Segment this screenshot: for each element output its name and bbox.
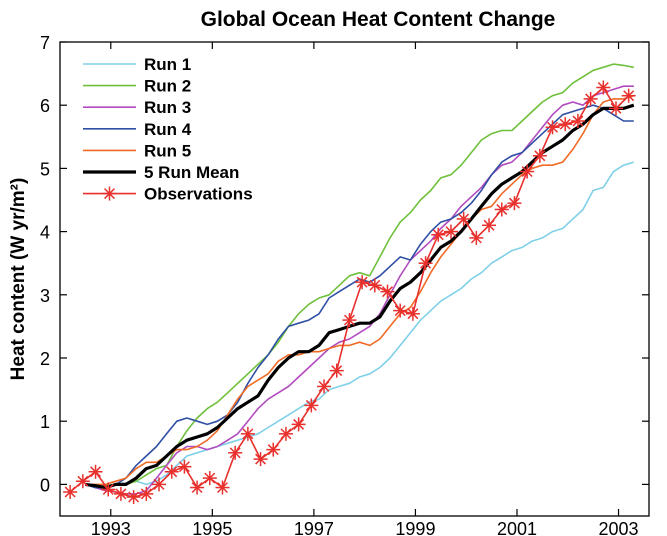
data-point-observations (520, 164, 535, 179)
data-point-observations (532, 148, 547, 163)
data-point-observations (139, 486, 154, 501)
data-point-observations (507, 196, 522, 211)
data-point-observations (608, 101, 623, 116)
legend-marker (102, 186, 117, 201)
data-point-observations (367, 278, 382, 293)
data-point-observations (152, 477, 167, 492)
legend-label: Observations (144, 185, 253, 204)
data-point-observations (469, 230, 484, 245)
y-tick-label: 2 (40, 349, 50, 369)
series-run-5 (85, 94, 635, 486)
legend-item-run-1: Run 1 (83, 55, 191, 74)
data-point-observations (88, 464, 103, 479)
y-tick-label: 4 (40, 223, 50, 243)
data-point-observations (304, 398, 319, 413)
legend-item-run-2: Run 2 (83, 77, 191, 96)
series-observations (63, 80, 636, 505)
data-point-observations (431, 227, 446, 242)
data-point-observations (342, 313, 357, 328)
data-point-observations (63, 484, 78, 499)
y-tick-label: 1 (40, 412, 50, 432)
legend-label: Run 2 (144, 77, 191, 96)
series-run-3 (85, 85, 634, 495)
legend-label: Run 1 (144, 55, 191, 74)
data-point-observations (621, 88, 636, 103)
x-tick-label: 1993 (91, 519, 131, 536)
data-point-observations (278, 426, 293, 441)
x-tick-label: 1997 (294, 519, 334, 536)
data-point-observations (75, 474, 90, 489)
legend-item-run-3: Run 3 (83, 98, 191, 117)
plot-frame (59, 41, 650, 517)
legend-label: Run 3 (144, 98, 191, 117)
y-tick-label: 6 (40, 96, 50, 116)
y-tick-label: 7 (40, 33, 50, 53)
data-point-observations (101, 482, 116, 497)
x-tick-label: 2003 (599, 519, 639, 536)
data-point-observations (177, 459, 192, 474)
data-point-observations (228, 445, 243, 460)
data-point-observations (456, 211, 471, 226)
data-point-observations (164, 464, 179, 479)
data-point-observations (215, 480, 230, 495)
series-line-run-3 (85, 85, 634, 495)
legend: Run 1 Run 2 Run 3 Run 4 Run 5 5 Run Mean Obser… (83, 55, 253, 204)
chart-title: Global Ocean Heat Content Change (201, 8, 556, 31)
legend-item-run-5: Run 5 (83, 141, 191, 160)
data-point-observations (405, 306, 420, 321)
x-tick-label: 1999 (395, 519, 435, 536)
data-point-observations (583, 91, 598, 106)
data-point-observations (482, 218, 497, 233)
data-point-observations (329, 363, 344, 378)
legend-label: 5 Run Mean (144, 163, 239, 182)
data-point-observations (190, 480, 205, 495)
data-point-observations (596, 80, 611, 95)
series-line-run-5 (85, 94, 635, 486)
y-tick-label: 5 (40, 159, 50, 179)
series-run-1 (85, 161, 635, 489)
series-layer (63, 63, 636, 505)
y-axis-label: Heat content (W yr/m²) (8, 178, 29, 381)
y-tick-label: 3 (40, 286, 50, 306)
data-point-observations (418, 256, 433, 271)
data-point-observations (545, 120, 560, 135)
legend-item-observations: Observations (83, 185, 253, 204)
x-tick-label: 2001 (497, 519, 537, 536)
data-point-observations (494, 202, 509, 217)
x-tick-label: 1995 (192, 519, 232, 536)
data-point-observations (558, 117, 573, 132)
data-point-observations (202, 471, 217, 486)
legend-item-5-run-mean: 5 Run Mean (83, 163, 239, 182)
data-point-observations (393, 303, 408, 318)
data-point-observations (380, 284, 395, 299)
axis-ticks: 0 1 2 3 4 5 6 7 1993 1995 1997 1999 2001 2003 (40, 33, 649, 536)
data-point-observations (443, 224, 458, 239)
data-point-observations (317, 379, 332, 394)
series-line-run-1 (85, 161, 635, 489)
data-point-observations (240, 426, 255, 441)
legend-item-run-4: Run 4 (83, 120, 192, 139)
data-point-observations (570, 114, 585, 128)
data-point-observations (355, 275, 370, 290)
data-point-observations (253, 452, 268, 467)
data-point-observations (126, 490, 141, 505)
data-point-observations (113, 486, 128, 501)
legend-label: Run 5 (144, 141, 191, 160)
data-point-observations (266, 442, 281, 457)
data-point-observations (291, 417, 306, 432)
y-tick-label: 0 (40, 475, 50, 495)
legend-label: Run 4 (144, 120, 192, 139)
